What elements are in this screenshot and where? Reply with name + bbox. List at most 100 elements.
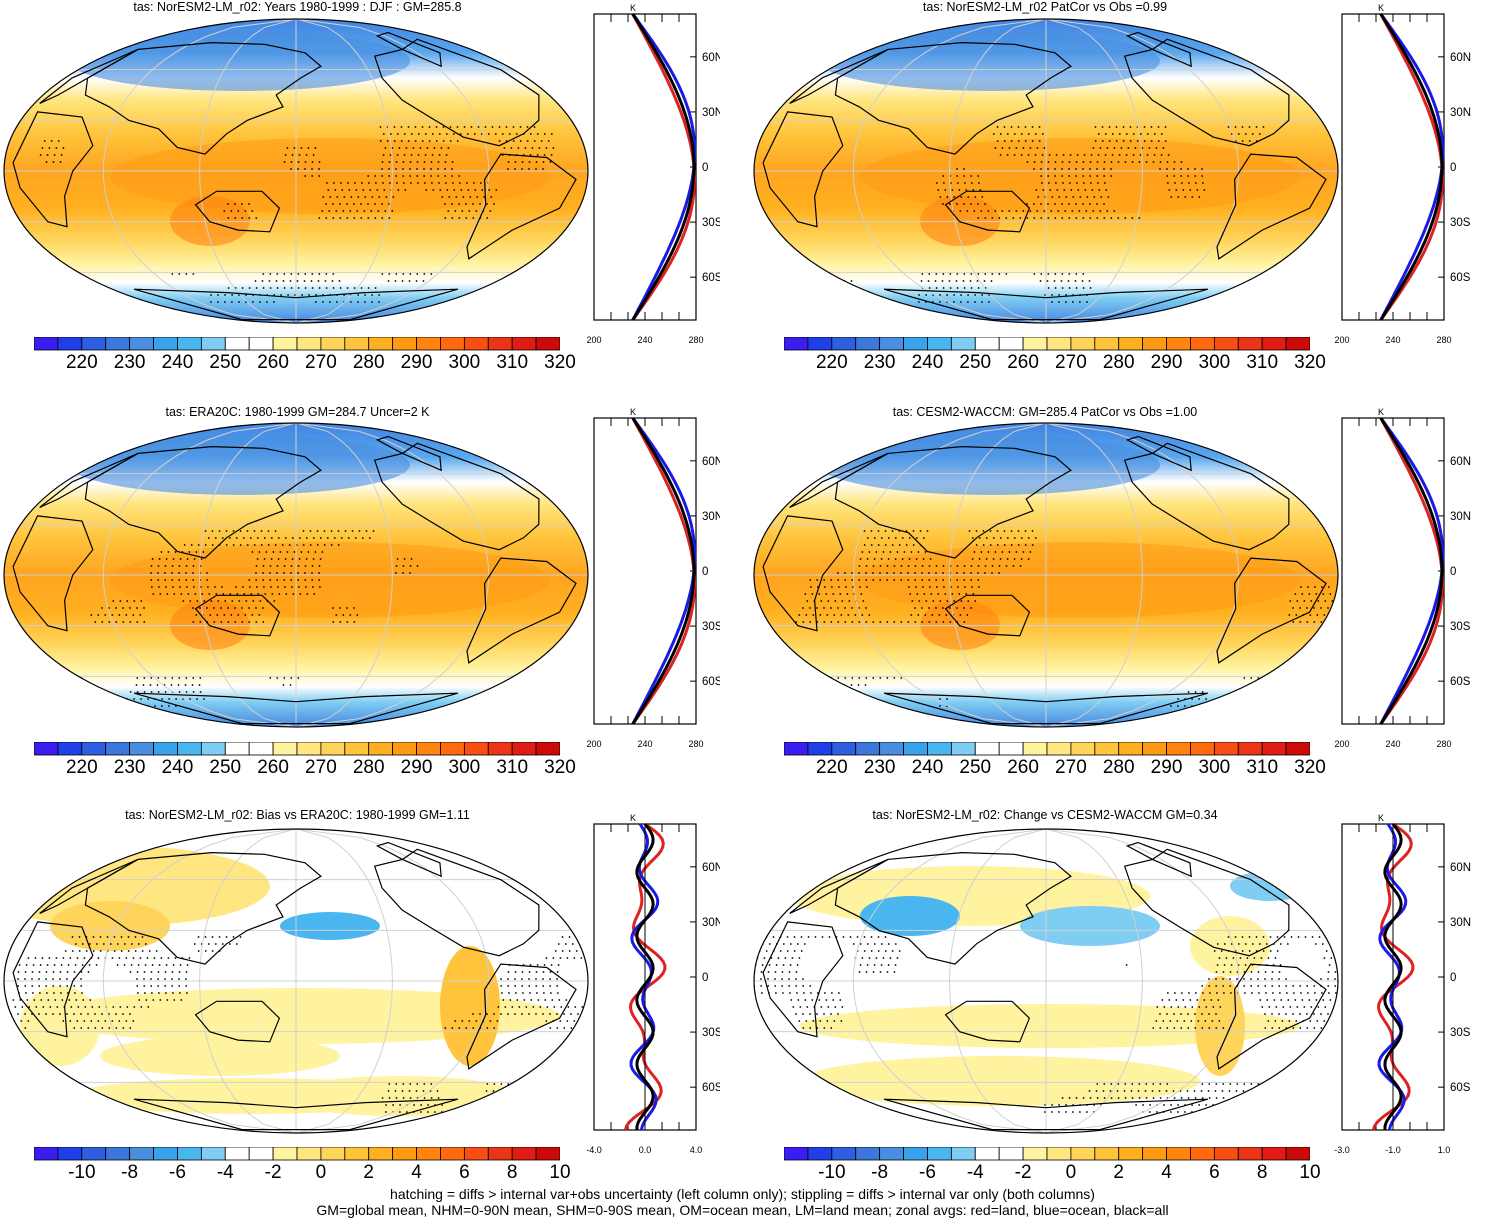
zonal-lat-label: 60N [1450, 862, 1471, 874]
colorbar-swatch [831, 337, 857, 351]
colorbar-swatch [784, 337, 809, 351]
coastline-samerica [1216, 557, 1327, 664]
colorbar-swatch [1237, 742, 1263, 756]
zonal-lat-label: 60N [1450, 52, 1471, 64]
colorbar-tick-label: 260 [257, 757, 289, 778]
colorbar-swatch [392, 742, 417, 756]
colorbar-swatch [879, 742, 904, 756]
coastline-greenland [375, 435, 442, 472]
colorbar-swatch [1142, 337, 1167, 351]
colorbar-swatch [57, 1147, 83, 1161]
zonal-lat-label: 60S [702, 676, 720, 688]
colorbar-swatch [153, 1147, 178, 1161]
colorbar-swatch [440, 742, 465, 756]
coastline-antarctica [133, 692, 459, 725]
colorbar-swatch [248, 337, 274, 351]
colorbar-labels-1: 220 230 240 250 260 270 280 290 300 310 320 [34, 352, 576, 376]
coastline-antarctica [133, 288, 459, 321]
colorbar-labels-6: -10 -8 -6 -4 -2 0 2 4 6 8 10 [784, 1162, 1320, 1186]
zonal-unit-label: K [630, 3, 636, 13]
zonal-unit-label: K [630, 813, 636, 823]
colorbar-swatch [950, 337, 976, 351]
zonal-lat-label: 60S [1450, 272, 1471, 284]
colorbar-tick-label: 240 [911, 757, 944, 778]
colorbar-swatch [416, 1147, 441, 1161]
colorbar-swatch [344, 337, 370, 351]
colorbar-swatch [392, 1147, 417, 1161]
coastline-asia [84, 41, 322, 155]
colorbar-tick-label: 230 [113, 352, 146, 373]
colorbar-swatch [487, 337, 513, 351]
coastline-asia [84, 445, 322, 559]
zonal-lat-label: 60S [702, 272, 720, 284]
zonal-line-all [1379, 13, 1444, 321]
coastline-australia [944, 594, 1031, 637]
coastline-asia [834, 851, 1072, 965]
colorbar-swatch [998, 337, 1024, 351]
zonal-x-label: 4.0 [690, 1145, 703, 1155]
zonal-x-label: 0.0 [639, 1145, 652, 1155]
colorbar-tick-label: 6 [459, 1162, 470, 1183]
colorbar-swatch [34, 1147, 59, 1161]
zonal-lat-label: 30S [702, 217, 720, 229]
colorbar-swatch [224, 742, 250, 756]
colorbar-tick-label: -6 [919, 1162, 936, 1183]
colorbar-swatch [903, 742, 928, 756]
colorbar-swatch [392, 337, 417, 351]
colorbar-tick-label: 310 [1246, 757, 1279, 778]
colorbar-swatch [807, 742, 833, 756]
colorbar-swatch [105, 1147, 131, 1161]
colorbar-tick-label: -4 [216, 1162, 234, 1183]
colorbar-1 [34, 337, 560, 351]
coastline-europe [789, 452, 889, 508]
zonal-plot-3: K 60N 30N 0 30S 60S 200 240 280 [586, 407, 720, 749]
colorbar-swatch [1213, 1147, 1239, 1161]
colorbar-tick-label: 290 [1150, 352, 1183, 373]
colorbar-tick-label: 6 [1209, 1162, 1220, 1183]
colorbar-swatch [81, 337, 107, 351]
colorbar-swatch [927, 337, 952, 351]
colorbar-swatch [153, 337, 178, 351]
footer-note-1: hatching = diffs > internal var+obs unce… [390, 1186, 1095, 1202]
colorbar-swatch [903, 337, 928, 351]
colorbar-swatch [1166, 742, 1191, 756]
colorbar-swatch [1213, 337, 1239, 351]
colorbar-swatch [1070, 1147, 1096, 1161]
colorbar-tick-label: 320 [544, 352, 576, 373]
colorbar-tick-label: 290 [400, 352, 433, 373]
colorbar-swatch [1118, 337, 1144, 351]
colorbar-swatch [1261, 337, 1287, 351]
colorbar-swatch [440, 1147, 465, 1161]
colorbar-tick-label: 310 [496, 352, 529, 373]
coastline-greenland [1125, 31, 1192, 68]
colorbar-swatch [511, 1147, 537, 1161]
colorbar-tick-label: 260 [257, 352, 289, 373]
zonal-unit-label: K [1378, 407, 1384, 417]
zonal-line-all [631, 13, 696, 321]
colorbar-swatch [807, 337, 833, 351]
zonal-lat-label: 30S [1450, 1027, 1471, 1039]
colorbar-swatch [1166, 337, 1191, 351]
zonal-lat-label: 30N [702, 511, 720, 523]
coastline-asia [84, 851, 322, 965]
coastline-namerica [1123, 848, 1290, 957]
colorbar-swatch [368, 742, 394, 756]
panel-title-6: tas: NorESM2-LM_r02: Change vs CESM2-WAC… [872, 808, 1218, 822]
map-panel-1 [3, 18, 589, 324]
zonal-lat-label: 0 [1450, 972, 1456, 984]
colorbar-tick-label: 240 [161, 352, 194, 373]
coastline-antarctica [883, 1098, 1209, 1131]
colorbar-swatch [1094, 1147, 1120, 1161]
coastline-africa [12, 515, 94, 632]
zonal-x-label: -1.0 [1385, 1145, 1401, 1155]
map-panel-4 [753, 422, 1339, 728]
colorbar-tick-label: 290 [1150, 757, 1183, 778]
colorbar-swatch [1094, 337, 1120, 351]
colorbar-tick-label: 230 [863, 757, 896, 778]
colorbar-swatch [81, 742, 107, 756]
colorbar-swatch [1022, 337, 1048, 351]
colorbar-swatch [1070, 337, 1096, 351]
panel-title-4: tas: CESM2-WACCM: GM=285.4 PatCor vs Obs… [892, 405, 1198, 419]
colorbar-swatch [1213, 742, 1239, 756]
coastline-namerica [1123, 38, 1290, 147]
